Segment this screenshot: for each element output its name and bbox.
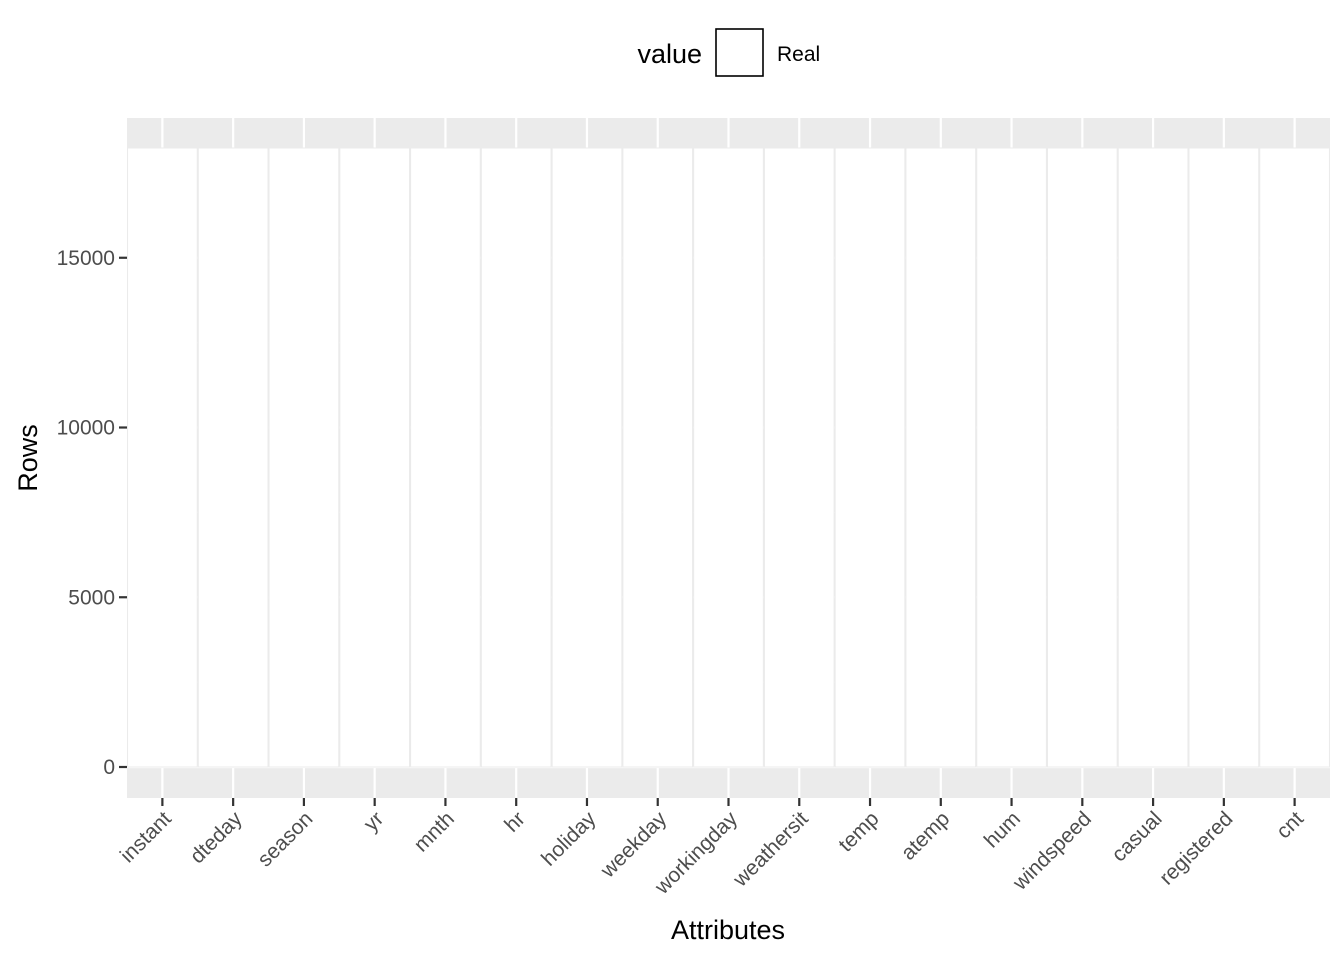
bar-cnt xyxy=(1259,147,1330,768)
y-axis: 0 5000 10000 15000 xyxy=(57,247,127,779)
legend-key-real xyxy=(715,28,764,77)
y-axis-title: Rows xyxy=(13,424,43,492)
bar-season xyxy=(268,147,340,768)
bars xyxy=(127,147,1330,768)
legend-label-real: Real xyxy=(777,43,820,66)
bar-weathersit xyxy=(763,147,835,768)
bar-windspeed xyxy=(1046,147,1118,768)
legend-title: value xyxy=(637,39,702,69)
bar-instant xyxy=(127,147,198,768)
legend: value Real xyxy=(637,28,820,77)
bar-hr xyxy=(480,147,552,768)
bar-hum xyxy=(976,147,1047,768)
bar-holiday xyxy=(551,147,623,768)
bar-registered xyxy=(1188,147,1260,768)
bar-atemp xyxy=(905,147,977,768)
bar-casual xyxy=(1117,147,1189,768)
bar-temp xyxy=(834,147,906,768)
x-axis-title: Attributes xyxy=(671,915,785,945)
bar-mnth xyxy=(410,147,481,768)
bar-yr xyxy=(339,147,411,768)
bar-weekday xyxy=(622,147,694,768)
y-tick-label: 10000 xyxy=(57,417,115,440)
bar-dteday xyxy=(197,147,269,768)
y-tick-label: 15000 xyxy=(57,247,115,270)
y-tick-label: 5000 xyxy=(68,586,115,609)
y-tick-label: 0 xyxy=(103,756,115,779)
bar-workingday xyxy=(693,147,764,768)
